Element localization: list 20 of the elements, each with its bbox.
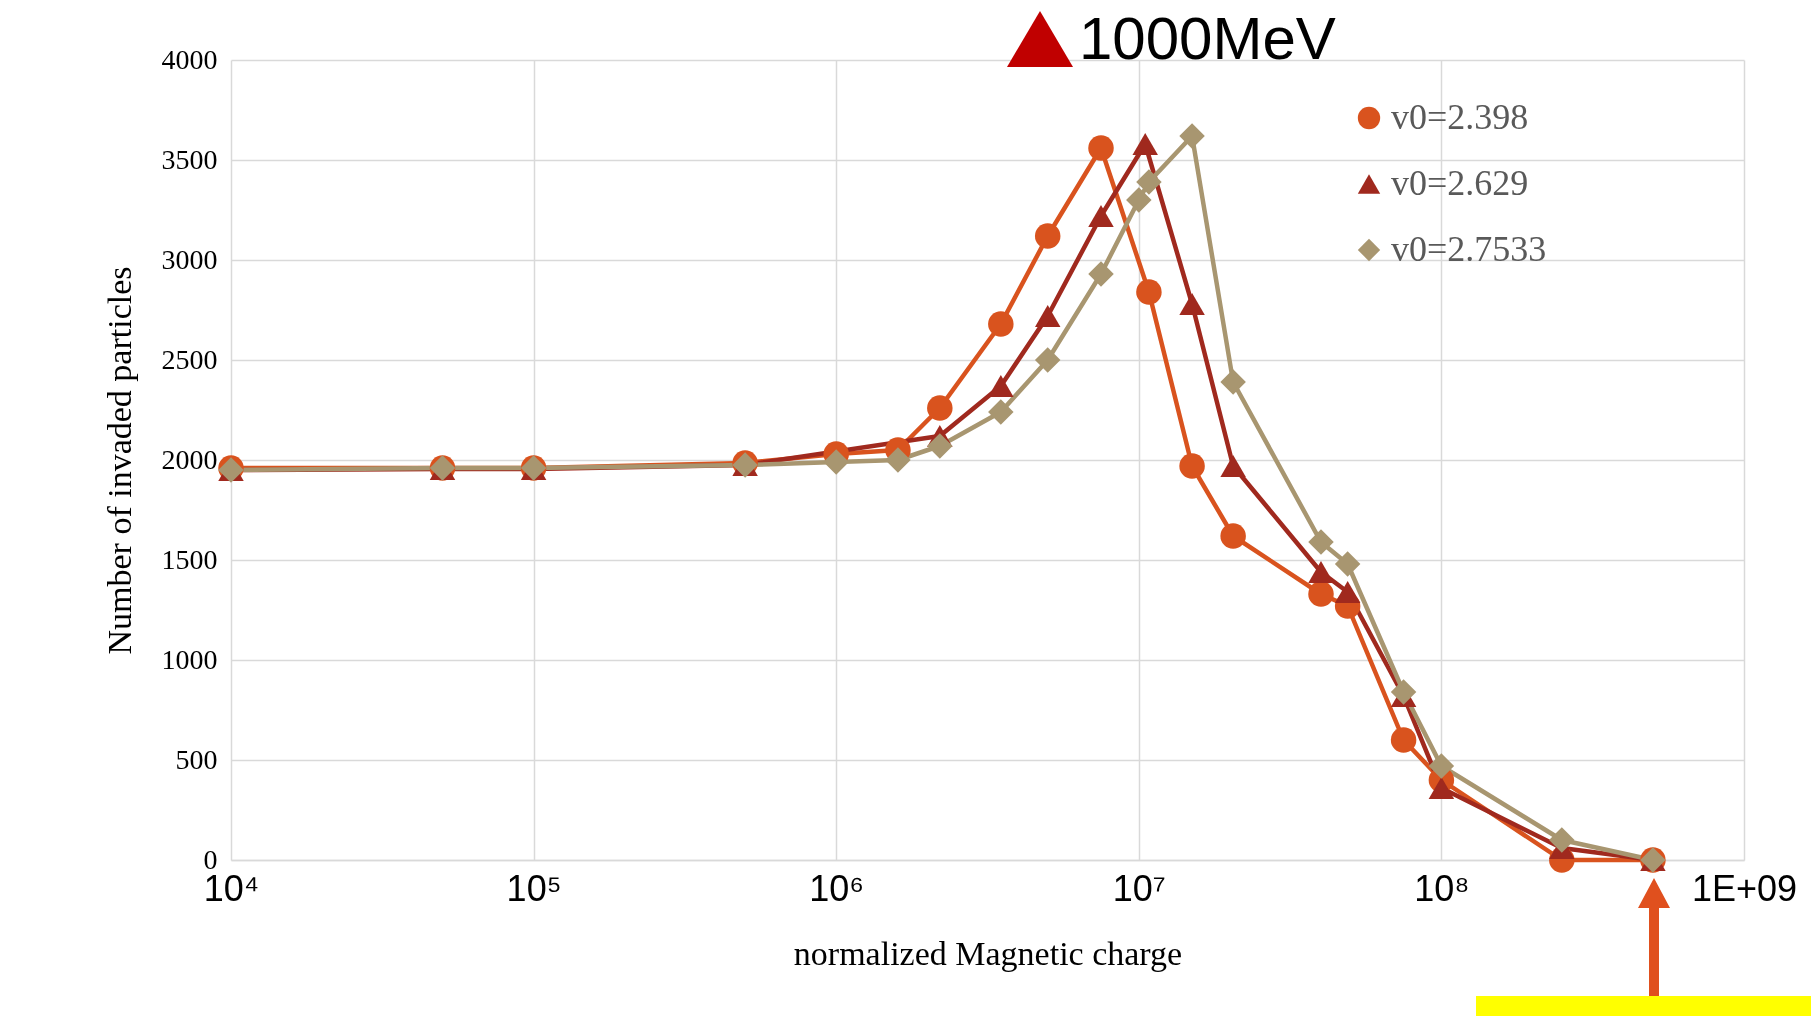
y-tick-label: 3000 bbox=[161, 243, 218, 275]
y-tick-label: 0 bbox=[203, 843, 218, 875]
legend-label: v0=2.7533 bbox=[1391, 229, 1547, 269]
x-tick-label: 10⁷ bbox=[1112, 867, 1166, 909]
y-tick-label: 3500 bbox=[161, 143, 218, 175]
x-tick-label: 10⁵ bbox=[506, 867, 562, 909]
x-axis-title: normalized Magnetic charge bbox=[793, 934, 1183, 972]
legend-label: v0=2.398 bbox=[1391, 97, 1529, 137]
y-tick-label: 1500 bbox=[161, 543, 218, 575]
y-tick-label: 1000 bbox=[161, 643, 218, 675]
y-tick-label: 2000 bbox=[161, 443, 218, 475]
y-tick-label: 2500 bbox=[161, 343, 218, 375]
x-tick-label: 10⁶ bbox=[809, 867, 865, 909]
annotation: 1000MeV bbox=[1079, 4, 1336, 73]
legend-label: v0=2.629 bbox=[1391, 163, 1529, 203]
x-tick-label: 10⁸ bbox=[1414, 867, 1470, 909]
x-tick-label: 1E+09 bbox=[1691, 867, 1798, 909]
y-tick-label: 500 bbox=[175, 743, 218, 775]
y-tick-label: 4000 bbox=[161, 43, 218, 75]
y-axis-title: Number of invaded particles bbox=[100, 266, 138, 655]
